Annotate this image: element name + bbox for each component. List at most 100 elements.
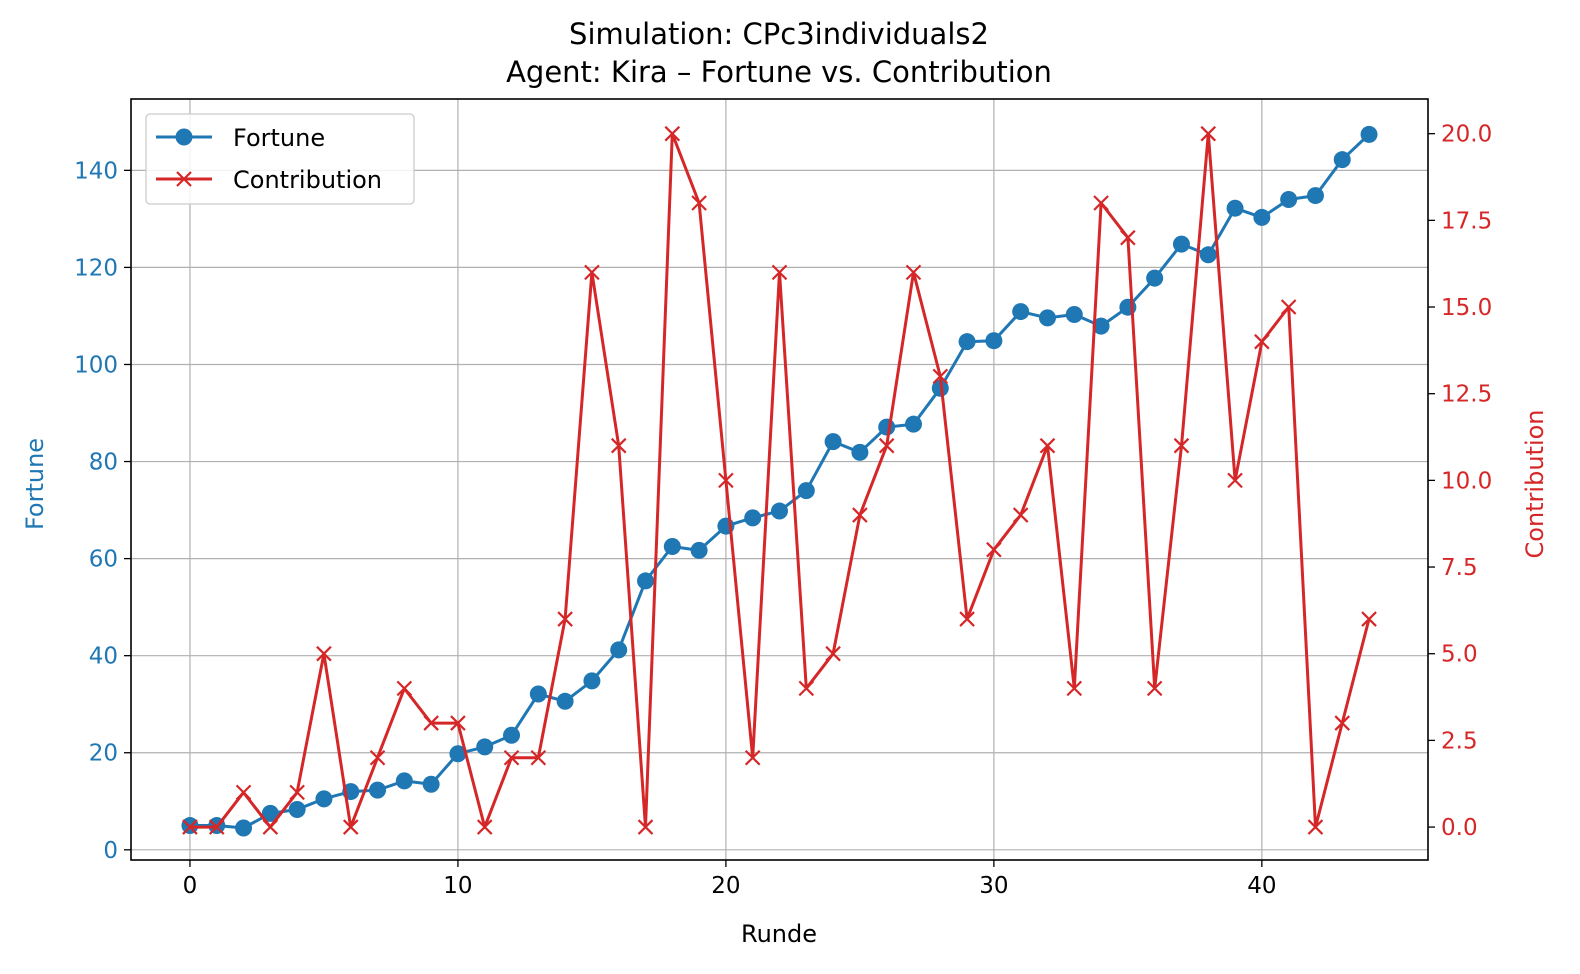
fortune-point [556, 692, 574, 710]
contribution-point [262, 819, 279, 835]
legend: Fortune Contribution [145, 113, 415, 205]
fortune-point [395, 772, 413, 790]
legend-marker-circle [175, 128, 193, 146]
fortune-point [1306, 187, 1324, 205]
fortune-point [1226, 199, 1244, 217]
fortune-point [1280, 190, 1298, 208]
contribution-point [208, 819, 225, 835]
fortune-point [1172, 235, 1190, 253]
contribution-point [664, 125, 681, 142]
x-axis-label: Runde [741, 920, 817, 948]
contribution-point [584, 264, 600, 281]
chart-title-line1: Simulation: CPc3individuals2 [569, 17, 989, 51]
x-tick-label: 30 [979, 873, 1008, 899]
fortune-point [583, 672, 601, 690]
contribution-point [610, 437, 627, 454]
contribution-point [744, 749, 761, 766]
series-layer [181, 125, 1378, 837]
contribution-point [986, 541, 1002, 558]
fortune-point [958, 333, 976, 351]
contribution-point [1254, 333, 1270, 350]
fortune-point [851, 443, 869, 461]
contribution-line [190, 132, 1371, 829]
contribution-point [396, 680, 413, 697]
x-tick-label: 10 [443, 873, 472, 899]
contribution-point [1307, 819, 1324, 835]
fortune-point [476, 738, 494, 756]
contribution-point [1120, 229, 1136, 246]
contribution-point [1280, 299, 1297, 315]
y-right-tick-label: 5.0 [1441, 642, 1478, 668]
fortune-point [503, 726, 521, 744]
contribution-point [905, 264, 922, 281]
fortune-point [1199, 246, 1217, 264]
fortune-point [690, 541, 708, 559]
contribution-point [691, 195, 707, 211]
contribution-point [1173, 437, 1190, 454]
y-left-tick-label: 80 [89, 450, 118, 476]
contribution-point [342, 819, 359, 835]
contribution-point [1361, 611, 1377, 627]
fortune-point [985, 332, 1003, 350]
fortune-point [369, 781, 387, 799]
fortune-point [1092, 317, 1110, 335]
contribution-point [503, 749, 520, 766]
contribution-point [852, 507, 868, 523]
fortune-point [1065, 305, 1083, 323]
axes-frame [130, 98, 1429, 861]
y-axis-right: 0.0 2.5 5.0 7.5 10.0 12.5 15.0 17.5 20.0 [1428, 122, 1492, 841]
contribution-point [1012, 507, 1029, 523]
contribution-point [557, 611, 573, 627]
fortune-point [288, 801, 306, 819]
y-right-tick-label: 17.5 [1441, 208, 1492, 234]
fortune-line [190, 133, 1371, 830]
y-left-tick-label: 20 [89, 741, 118, 767]
title: Simulation: CPc3individuals2 Agent: Kira… [506, 17, 1052, 89]
contribution-point [1200, 125, 1217, 142]
fortune-point [824, 433, 842, 451]
contribution-point [1334, 715, 1351, 731]
contribution-point [530, 749, 547, 766]
y-axis-right-label: Contribution [1521, 409, 1549, 558]
contribution-point [316, 645, 332, 662]
contribution-point [1039, 437, 1056, 454]
contribution-point [959, 611, 975, 627]
fortune-point [235, 819, 253, 837]
x-axis: 0 10 20 30 40 [183, 860, 1276, 899]
contribution-point [289, 784, 305, 801]
contribution-point [878, 437, 895, 454]
fortune-point [637, 572, 655, 590]
fortune-point [1333, 151, 1351, 169]
contribution-point [825, 645, 841, 662]
y-left-tick-label: 0 [103, 838, 118, 864]
fortune-point [1038, 309, 1056, 327]
y-right-tick-label: 10.0 [1441, 468, 1492, 494]
contribution-point [423, 715, 439, 731]
contribution-point [1227, 472, 1243, 489]
fortune-point [315, 790, 333, 808]
fortune-point [610, 641, 628, 659]
y-right-tick-label: 2.5 [1441, 728, 1478, 754]
contribution-point [182, 819, 198, 835]
y-left-tick-label: 40 [89, 644, 118, 670]
fortune-point [1253, 208, 1271, 226]
contribution-point [1093, 195, 1109, 211]
fortune-point [771, 502, 788, 520]
contribution-point [235, 784, 252, 801]
y-left-tick-label: 100 [74, 352, 118, 378]
contribution-point [476, 819, 493, 835]
contribution-point [1066, 680, 1083, 697]
fortune-point [449, 745, 467, 763]
y-right-tick-label: 0.0 [1441, 815, 1478, 841]
fortune-point [1146, 269, 1164, 287]
y-right-tick-label: 7.5 [1441, 555, 1478, 581]
contribution-point [932, 368, 949, 385]
contribution-point [718, 472, 734, 489]
contribution-point [1146, 680, 1163, 697]
fortune-point [878, 418, 896, 436]
legend-box [145, 113, 415, 205]
series-fortune [181, 125, 1378, 837]
contribution-point [771, 264, 788, 281]
contribution-point [798, 680, 815, 697]
